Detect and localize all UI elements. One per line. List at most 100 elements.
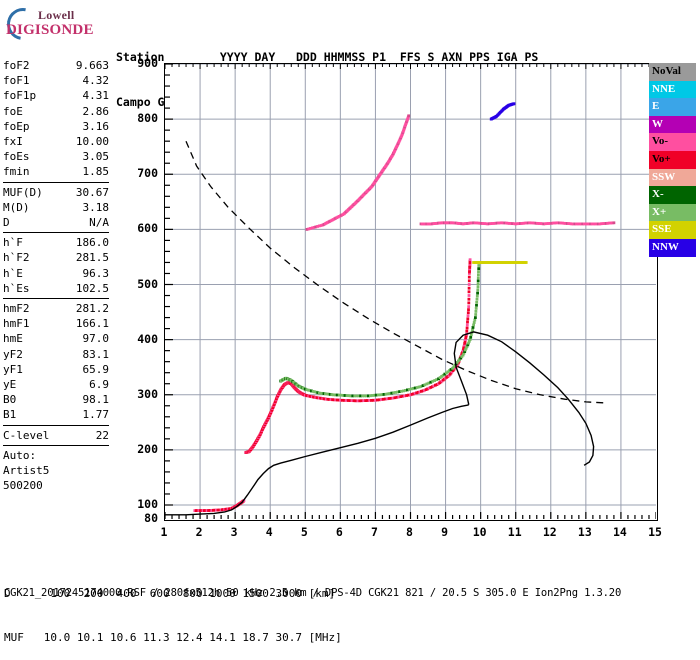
- param-value: N/A: [89, 216, 109, 230]
- legend-item-nnw[interactable]: NNW: [649, 238, 696, 257]
- y-axis-tick-label: 400: [137, 331, 158, 346]
- logo-digisonde-text: DIGISONDE: [6, 22, 94, 38]
- x-axis-tick-label: 1: [160, 525, 168, 539]
- param-row: foEp 3.16: [3, 119, 109, 134]
- y-axis-tick-label: 600: [137, 221, 158, 236]
- legend-item-sse[interactable]: SSE: [649, 221, 696, 239]
- param-row: hmE 97.0: [3, 331, 109, 346]
- y-axis-tick-label: 80: [144, 511, 158, 525]
- param-value: 30.67: [75, 185, 109, 199]
- param-key: h`F2: [3, 251, 30, 265]
- logo-lowell-text: Lowell: [38, 8, 75, 22]
- param-divider: [3, 232, 109, 234]
- param-key: h`E: [3, 266, 23, 280]
- x-axis-tick-label: 8: [406, 525, 413, 539]
- param-group-virtual-heights: h`F 186.0 h`F2 281.5 h`E 96.3 h`Es 102.5: [3, 235, 109, 296]
- param-divider: [3, 444, 109, 446]
- param-group-muf: MUF(D) 30.67 M(D) 3.18 D N/A: [3, 185, 109, 231]
- station-header-columns: Station YYYY DAY DDD HHMMSS P1 FFS S AXN…: [116, 50, 539, 64]
- param-key: h`F: [3, 236, 23, 250]
- param-row: M(D) 3.18: [3, 200, 109, 215]
- legend-item-label: NNE: [652, 82, 676, 95]
- param-group-autoscaler: Auto: Artist5 500200: [3, 448, 109, 494]
- param-key: MUF(D): [3, 185, 43, 199]
- legend-item-x-[interactable]: X+: [649, 203, 696, 222]
- legend-item-label: Vo-: [652, 135, 669, 148]
- y-axis-tick-label: 700: [137, 166, 158, 181]
- x-axis-tick-label: 11: [507, 525, 522, 539]
- legend-item-vo-[interactable]: Vo-: [649, 133, 696, 151]
- param-group-clevel: C-level 22: [3, 428, 109, 443]
- param-divider: [3, 181, 109, 183]
- param-key: foE: [3, 104, 23, 118]
- legend-item-e[interactable]: E: [649, 98, 696, 116]
- param-value: 166.1: [75, 317, 109, 331]
- legend-item-nne[interactable]: NNE: [649, 80, 696, 99]
- param-value: 1.85: [82, 165, 110, 179]
- param-value: 83.1: [82, 347, 110, 361]
- legend-item-w[interactable]: W: [649, 115, 696, 134]
- param-value: 96.3: [82, 266, 110, 280]
- param-value: 22: [95, 428, 109, 442]
- legend-item-label: NNW: [652, 240, 679, 253]
- autoscaler-name: Artist5: [3, 464, 50, 478]
- legend-item-ssw[interactable]: SSW: [649, 168, 696, 187]
- legend-item-x-[interactable]: X-: [649, 186, 696, 204]
- param-key: fxI: [3, 135, 23, 149]
- param-value: 281.2: [75, 302, 109, 316]
- param-row: hmF1 166.1: [3, 316, 109, 331]
- param-key: foF1: [3, 74, 30, 88]
- param-value: 97.0: [82, 332, 110, 346]
- y-axis-tick-label: 800: [137, 111, 158, 126]
- param-value: 10.00: [75, 135, 109, 149]
- x-axis-tick-label: 15: [648, 525, 662, 539]
- param-row: MUF(D) 30.67: [3, 185, 109, 200]
- param-value: 4.32: [82, 74, 110, 88]
- param-key: C-level: [3, 428, 50, 442]
- x-axis-tick-label: 7: [370, 525, 378, 539]
- param-row: yF1 65.9: [3, 362, 109, 377]
- legend-item-vo-[interactable]: Vo+: [649, 150, 696, 169]
- y-axis-tick-label: 100: [137, 497, 158, 511]
- param-group-frequencies: foF2 9.663 foF1 4.32 foF1p 4.31 foE 2.86 foE…: [3, 58, 109, 180]
- autoscaler-label: Auto:: [3, 448, 37, 462]
- param-value: 3.05: [82, 150, 110, 164]
- param-row: foF2 9.663: [3, 58, 109, 73]
- param-key: yF2: [3, 347, 23, 361]
- param-divider: [3, 424, 109, 426]
- param-value: 3.18: [82, 200, 110, 214]
- muf-frequency-row: MUF 10.0 10.1 10.6 11.3 12.4 14.1 18.7 3…: [4, 630, 342, 644]
- param-row: h`F 186.0: [3, 235, 109, 250]
- param-row: foF1 4.32: [3, 73, 109, 88]
- param-key: B1: [3, 408, 17, 422]
- data-traces: [193, 102, 616, 512]
- profile-overlays: [165, 140, 607, 516]
- param-group-profile: hmF2 281.2 hmF1 166.1 hmE 97.0 yF2 83.1 yF1 6…: [3, 301, 109, 423]
- param-key: foEs: [3, 150, 30, 164]
- param-key: yF1: [3, 362, 23, 376]
- autoscaler-version: 500200: [3, 479, 43, 493]
- x-axis-tick-label: 10: [472, 525, 487, 539]
- param-row: yF2 83.1: [3, 347, 109, 362]
- legend-item-label: SSW: [652, 170, 676, 183]
- param-key: foF2: [3, 59, 30, 72]
- param-key: hmF1: [3, 317, 30, 331]
- param-row: h`Es 102.5: [3, 281, 109, 296]
- param-key: h`Es: [3, 281, 30, 295]
- axis-ticks: [165, 64, 656, 519]
- param-value: 102.5: [75, 281, 109, 295]
- param-value: 2.86: [82, 104, 110, 118]
- x-axis-tick-label: 9: [441, 525, 449, 539]
- x-axis-tick-label: 12: [542, 525, 557, 539]
- param-row: B0 98.1: [3, 392, 109, 407]
- ionogram-plot-area[interactable]: [164, 63, 658, 521]
- legend-item-noval[interactable]: NoVal: [649, 63, 696, 81]
- param-value: 65.9: [82, 362, 110, 376]
- param-value: 186.0: [75, 236, 109, 250]
- param-row: foEs 3.05: [3, 149, 109, 164]
- param-key: yE: [3, 378, 17, 392]
- param-row: D N/A: [3, 215, 109, 230]
- param-key: foF1p: [3, 89, 37, 103]
- param-value: 281.5: [75, 251, 109, 265]
- source-file-line: CGK21_2017245174000.RSF / 280fx512h 50 k…: [4, 587, 622, 599]
